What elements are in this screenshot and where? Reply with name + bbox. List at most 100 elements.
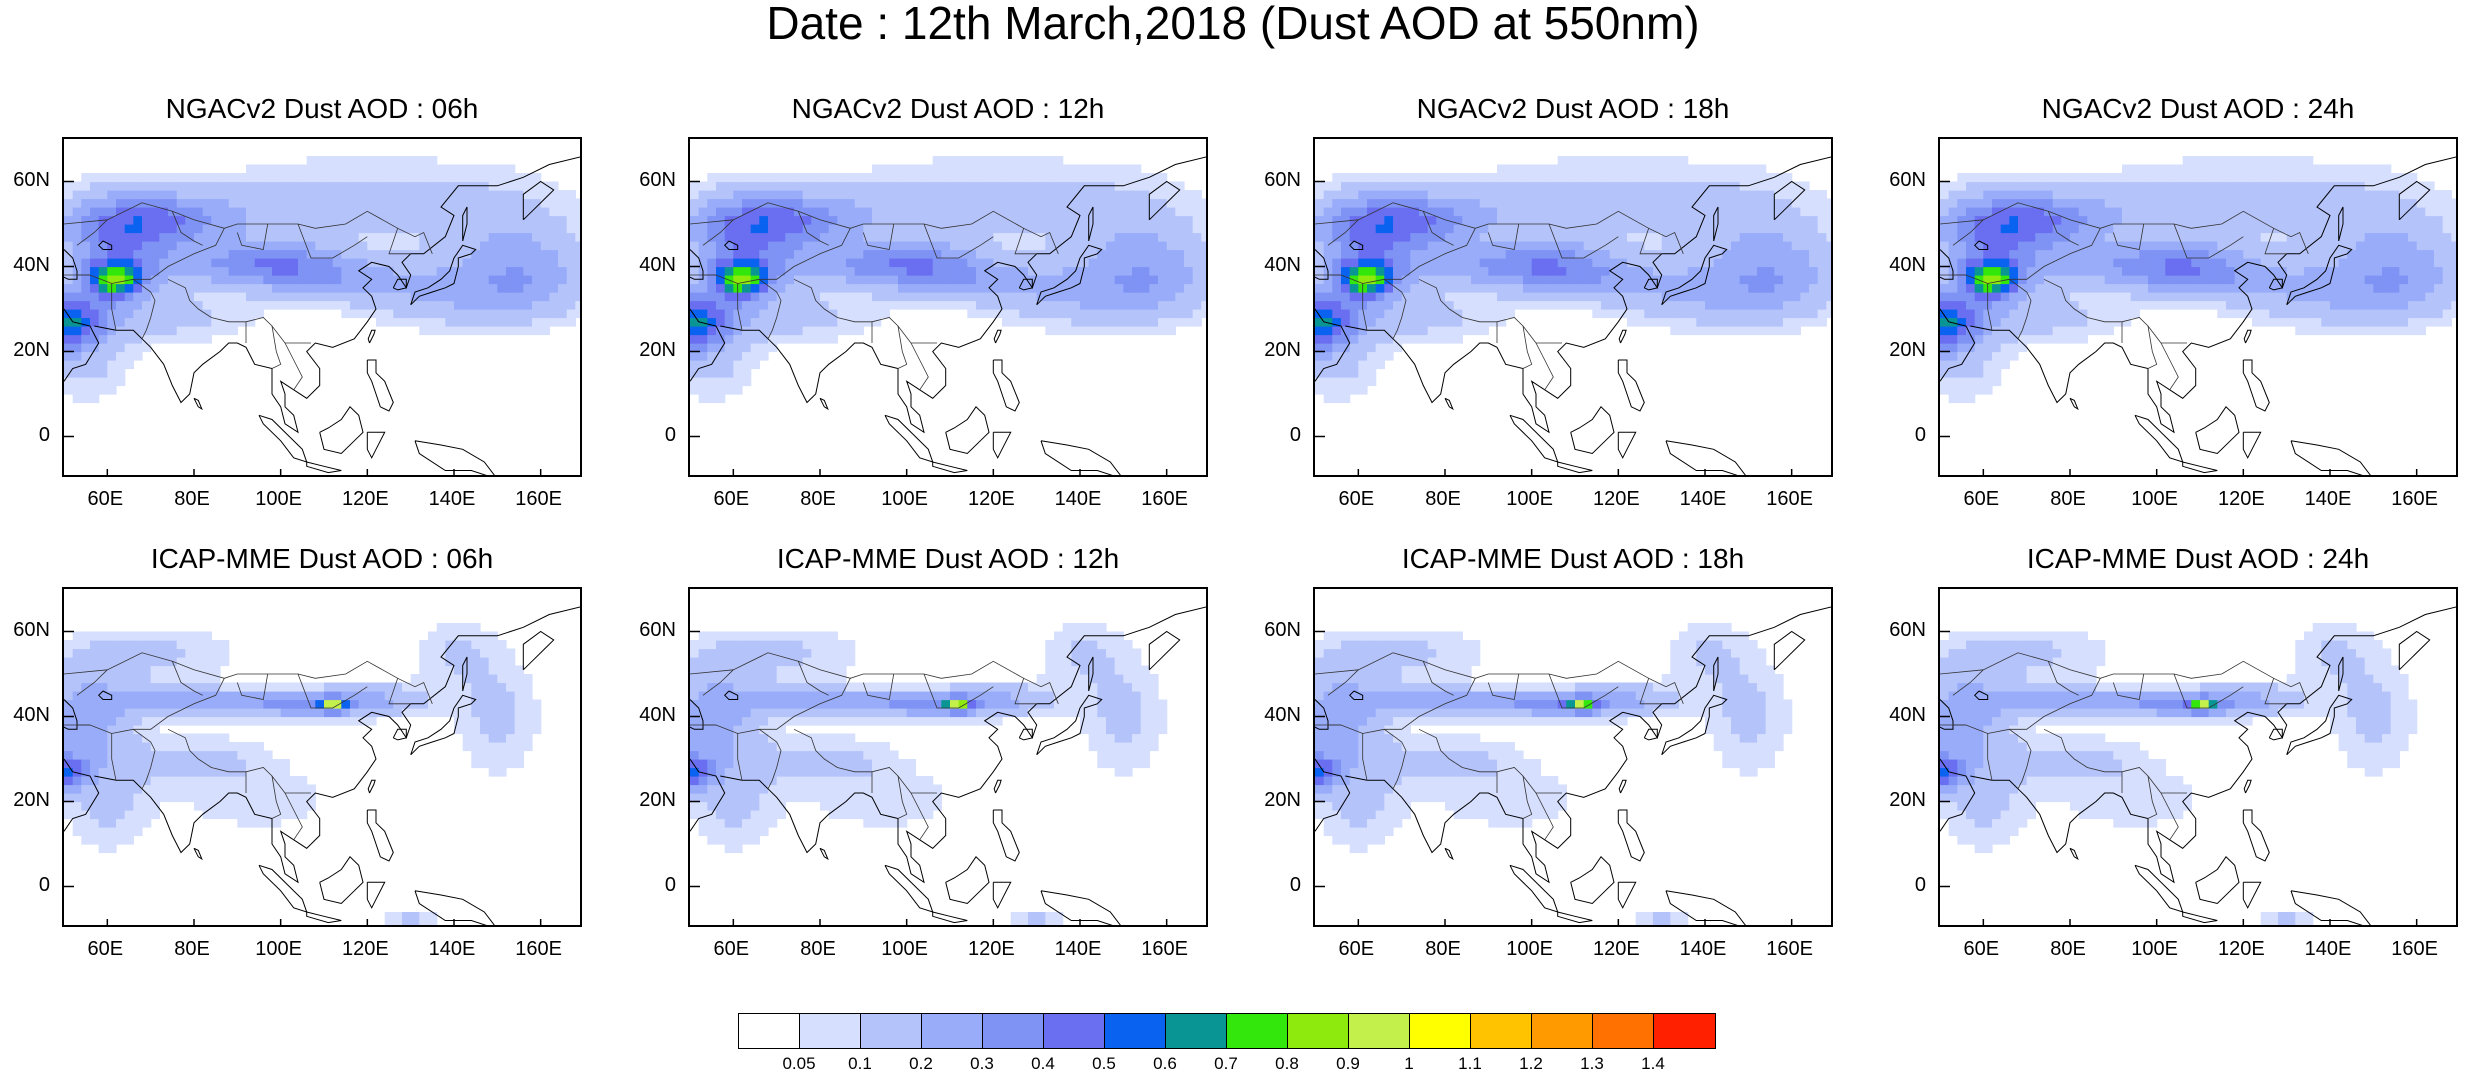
lon-tick-label: 60E (88, 939, 124, 959)
lon-tick-label: 120E (968, 939, 1015, 959)
coastline (1149, 632, 1179, 670)
map-plot-area (62, 587, 582, 927)
colorbar-label: 0.8 (1275, 1055, 1299, 1072)
coastline (2196, 407, 2239, 454)
country-border (1536, 343, 1553, 390)
map-plot-area (1938, 587, 2458, 927)
panel-title: ICAP-MME Dust AOD : 06h (62, 545, 582, 573)
lon-tick-label: 160E (515, 489, 562, 509)
map-plot-area (1938, 137, 2458, 477)
panel-title: ICAP-MME Dust AOD : 24h (1938, 545, 2458, 573)
lon-tick-label: 80E (174, 489, 210, 509)
lon-tick-label: 160E (515, 939, 562, 959)
lat-tick-label: 40N (639, 255, 676, 275)
lat-tick-label: 0 (1915, 875, 1926, 895)
country-border (285, 343, 302, 390)
dust-aod-map (1315, 139, 1833, 477)
coastline (2291, 441, 2373, 477)
dust-aod-map (64, 139, 582, 477)
coastline (367, 432, 384, 458)
lat-tick-label: 0 (665, 875, 676, 895)
dust-aod-map (1940, 589, 2458, 927)
coastline (994, 780, 1001, 793)
lon-tick-label: 160E (1766, 939, 1813, 959)
colorbar-label: 1.2 (1519, 1055, 1543, 1072)
coastline (820, 848, 828, 859)
coastline (993, 432, 1010, 458)
map-plot-area (688, 587, 1208, 927)
colorbar-label: 0.2 (909, 1055, 933, 1072)
country-border (2161, 343, 2178, 390)
panel-title: NGACv2 Dust AOD : 24h (1938, 95, 2458, 123)
lon-tick-label: 100E (881, 489, 928, 509)
panel-title: NGACv2 Dust AOD : 12h (688, 95, 1208, 123)
colorbar-swatch (1471, 1014, 1532, 1048)
panel-title: NGACv2 Dust AOD : 06h (62, 95, 582, 123)
lon-tick-label: 140E (429, 489, 476, 509)
aod-shading (64, 623, 541, 927)
coastline (1619, 330, 1626, 343)
lat-tick-label: 60N (639, 620, 676, 640)
lat-tick-label: 60N (1264, 620, 1301, 640)
coastline (1774, 632, 1804, 670)
lat-tick-label: 60N (1264, 170, 1301, 190)
coastline (320, 857, 363, 904)
coastline (2183, 462, 2218, 473)
dust-aod-map (1315, 589, 1833, 927)
aod-shading (1315, 623, 1792, 927)
lon-tick-label: 60E (714, 939, 750, 959)
lon-tick-label: 160E (1141, 489, 1188, 509)
lat-tick-label: 40N (639, 705, 676, 725)
panel-title: NGACv2 Dust AOD : 18h (1313, 95, 1833, 123)
country-border (2148, 326, 2157, 369)
colorbar-swatch (1166, 1014, 1227, 1048)
colorbar-label: 1.1 (1458, 1055, 1482, 1072)
coastline (2243, 882, 2260, 908)
lon-tick-label: 140E (1055, 939, 1102, 959)
coastline (993, 360, 1019, 411)
lon-tick-label: 60E (88, 489, 124, 509)
colorbar-swatch (1105, 1014, 1166, 1048)
coastline (307, 912, 342, 923)
lat-tick-label: 20N (1889, 790, 1926, 810)
colorbar-swatch (1593, 1014, 1654, 1048)
lon-tick-label: 100E (881, 939, 928, 959)
coastline (1510, 865, 1558, 912)
colorbar-label: 0.05 (782, 1055, 815, 1072)
lon-tick-label: 140E (429, 939, 476, 959)
coastline (1445, 398, 1453, 409)
coastline (2135, 865, 2183, 912)
coastline (1571, 407, 1614, 454)
lat-tick-label: 40N (1264, 705, 1301, 725)
map-plot-area (1313, 137, 1833, 477)
lon-tick-label: 120E (2218, 939, 2265, 959)
coastline (993, 882, 1010, 908)
coastline (1558, 912, 1593, 923)
lon-tick-label: 60E (1964, 489, 2000, 509)
lat-tick-label: 40N (1889, 705, 1926, 725)
colorbar-swatch (1288, 1014, 1349, 1048)
lon-tick-label: 60E (1339, 489, 1375, 509)
dust-aod-map (690, 139, 1208, 477)
colorbar-label: 0.1 (848, 1055, 872, 1072)
coastline (2135, 415, 2183, 462)
colorbar-label: 0.6 (1153, 1055, 1177, 1072)
lat-tick-label: 20N (639, 340, 676, 360)
country-border (272, 326, 281, 369)
lon-tick-label: 120E (342, 489, 389, 509)
colorbar-label: 0.9 (1336, 1055, 1360, 1072)
lon-tick-label: 160E (1141, 939, 1188, 959)
lat-tick-label: 60N (13, 170, 50, 190)
lon-tick-label: 140E (2305, 939, 2352, 959)
coastline (1619, 780, 1626, 793)
coastline (994, 330, 1001, 343)
panel-title: ICAP-MME Dust AOD : 18h (1313, 545, 1833, 573)
colorbar-swatch (1044, 1014, 1105, 1048)
lon-tick-label: 100E (2131, 939, 2178, 959)
colorbar-label: 0.7 (1214, 1055, 1238, 1072)
